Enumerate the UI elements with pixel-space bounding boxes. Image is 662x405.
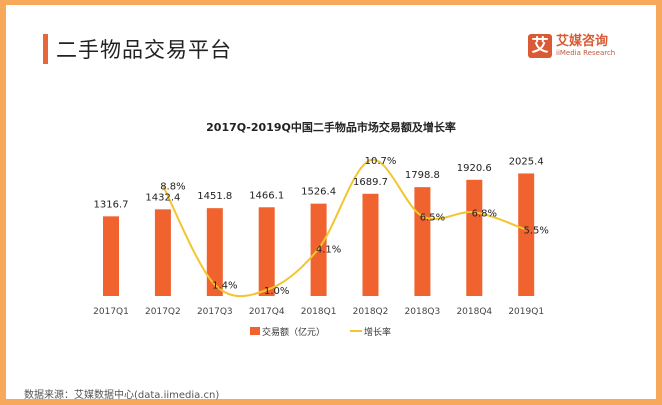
logo-cn: 艾媒咨询 xyxy=(556,33,609,49)
x-tick-2018Q1: 2018Q1 xyxy=(301,307,337,317)
bar-label-2018Q4: 1920.6 xyxy=(457,163,492,174)
x-tick-2017Q3: 2017Q3 xyxy=(197,307,233,317)
logo-en: iiMedia Research xyxy=(556,48,616,57)
bar-2017Q1 xyxy=(103,216,119,296)
bar-2018Q2 xyxy=(362,193,379,296)
bar-2019Q1 xyxy=(518,173,535,296)
legend-bar-label: 交易额（亿元） xyxy=(262,326,325,338)
chart-card xyxy=(6,5,656,399)
bar-label-2017Q1: 1316.7 xyxy=(94,199,129,210)
bar-label-2017Q3: 1451.8 xyxy=(197,191,232,202)
title-accent xyxy=(43,34,48,64)
bar-label-2018Q3: 1798.8 xyxy=(405,170,440,181)
bar-label-2018Q2: 1689.7 xyxy=(353,177,388,188)
bar-2017Q2 xyxy=(154,209,171,296)
bar-2017Q4 xyxy=(258,207,275,296)
legend: 交易额（亿元） 增长率 xyxy=(250,326,391,338)
x-tick-2017Q2: 2017Q2 xyxy=(145,307,181,317)
x-tick-2018Q3: 2018Q3 xyxy=(405,307,441,317)
logo: 艾 艾媒咨询 iiMedia Research xyxy=(528,34,615,58)
line-label-2017Q4: 1.0% xyxy=(264,286,289,297)
bar-2017Q3 xyxy=(206,208,223,296)
x-tick-2017Q4: 2017Q4 xyxy=(249,307,285,317)
x-tick-2017Q1: 2017Q1 xyxy=(93,307,129,317)
bar-label-2018Q1: 1526.4 xyxy=(301,187,336,198)
x-tick-2019Q1: 2019Q1 xyxy=(508,307,544,317)
legend-bar-swatch xyxy=(250,327,260,335)
line-label-2018Q2: 10.7% xyxy=(365,156,397,167)
page-title: 二手物品交易平台 xyxy=(56,38,232,62)
line-label-2018Q1: 4.1% xyxy=(316,244,341,255)
bar-label-2019Q1: 2025.4 xyxy=(509,156,544,167)
line-label-2019Q1: 5.5% xyxy=(523,226,548,237)
bar-2018Q3 xyxy=(414,187,431,296)
growth-line xyxy=(162,159,527,298)
chart-title: 2017Q-2019Q中国二手物品市场交易额及增长率 xyxy=(206,120,456,134)
logo-mark: 艾 xyxy=(528,34,552,58)
source-note: 数据来源：艾媒数据中心(data.iimedia.cn) xyxy=(24,390,220,401)
line-label-2018Q3: 6.5% xyxy=(420,212,445,223)
line-label-2017Q3: 1.4% xyxy=(212,281,237,292)
x-tick-2018Q4: 2018Q4 xyxy=(456,307,492,317)
x-tick-2018Q2: 2018Q2 xyxy=(353,307,389,317)
line-label-2018Q4: 6.8% xyxy=(472,208,497,219)
bar-label-2017Q4: 1466.1 xyxy=(249,190,284,201)
line-label-2017Q2: 8.8% xyxy=(160,181,185,192)
bar-2018Q4 xyxy=(466,179,483,296)
legend-line-label: 增长率 xyxy=(364,326,391,338)
bar-label-2017Q2: 1432.4 xyxy=(145,192,180,203)
